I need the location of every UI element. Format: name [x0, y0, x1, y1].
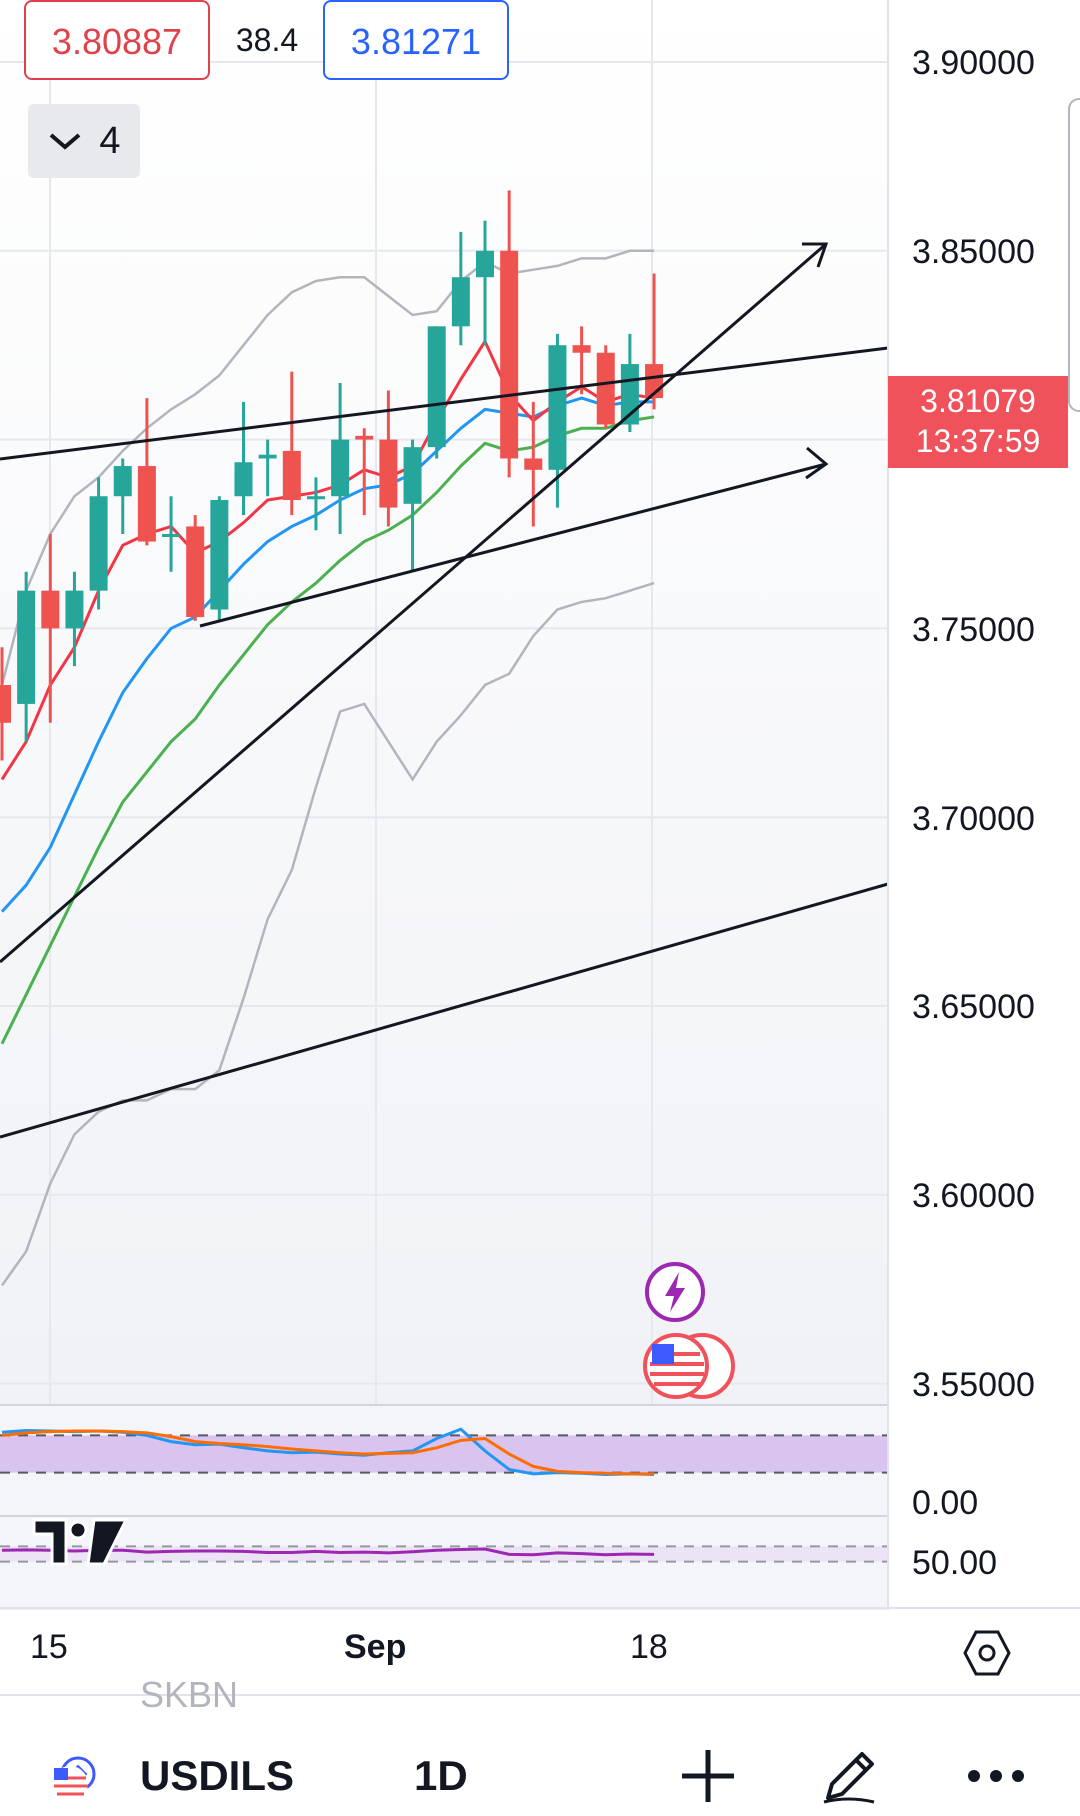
price-scale-handle[interactable]	[1068, 98, 1080, 412]
spread-value: 38.4	[235, 22, 299, 58]
hexagon-settings-icon[interactable]	[962, 1628, 1012, 1678]
candle-body	[186, 526, 205, 618]
bar-countdown: 13:37:59	[915, 423, 1041, 459]
chart-canvas[interactable]	[0, 0, 1080, 1610]
candle-body	[403, 447, 422, 504]
symbol-button[interactable]: USDILS	[140, 1752, 295, 1799]
last-price-label: 3.81079 13:37:59	[888, 376, 1068, 468]
candle-body	[234, 462, 253, 497]
candle-body	[596, 352, 615, 425]
bollinger-upper-line	[0, 249, 655, 686]
bottom-toolbar	[0, 1694, 1080, 1816]
us-flag-event-icon[interactable]	[640, 1330, 740, 1402]
candle-body	[282, 450, 301, 501]
trend-line	[0, 882, 889, 1139]
candle-body	[548, 345, 567, 470]
indicators-toggle-button[interactable]: 4	[28, 104, 140, 178]
trend-line	[0, 346, 889, 461]
candle-body	[451, 277, 470, 327]
arrow-head	[802, 242, 829, 268]
candle-body	[41, 590, 60, 629]
us-il-flag-icon	[52, 1756, 96, 1802]
trend-lines[interactable]	[0, 242, 889, 1139]
candle-body	[572, 345, 591, 353]
oscillator-axis-label: 0.00	[912, 1484, 979, 1522]
interval-button[interactable]: 1D	[414, 1752, 468, 1799]
trend-arrow-line	[199, 462, 827, 628]
candle-body	[427, 326, 446, 448]
lightning-event-icon[interactable]	[643, 1260, 707, 1324]
arrow-head	[805, 446, 829, 480]
candle-body	[500, 250, 519, 459]
time-axis-label: Sep	[344, 1628, 407, 1666]
candle-body	[331, 439, 350, 497]
price-axis-label: 3.60000	[912, 1177, 1035, 1215]
stochastic-rsi-pane	[0, 1404, 888, 1608]
time-axis-label: 15	[30, 1628, 68, 1666]
candle-body	[113, 466, 132, 497]
trend-arrow-line	[0, 242, 827, 964]
candle-body	[476, 250, 494, 278]
plot-background	[0, 0, 888, 1610]
rsi-pane	[0, 1515, 888, 1563]
price-axis-label: 3.70000	[912, 800, 1035, 838]
candle-body	[162, 534, 181, 537]
price-axis-label: 3.75000	[912, 611, 1035, 649]
price-axis-label: 3.90000	[912, 44, 1035, 82]
candle-body	[379, 439, 398, 508]
ema-fast-line	[0, 338, 655, 781]
candle-body	[89, 496, 108, 591]
candle-body	[210, 500, 229, 610]
tradingview-logo	[32, 1518, 129, 1566]
last-price-value: 3.81079	[920, 383, 1036, 419]
plus-icon[interactable]	[676, 1744, 740, 1808]
ask-price-button[interactable]: 3.81271	[323, 0, 509, 80]
chevron-down-icon	[50, 133, 81, 150]
candles	[0, 190, 664, 761]
candle-body	[524, 458, 543, 470]
time-axis-label: 18	[630, 1628, 668, 1666]
candle-body	[306, 496, 325, 500]
oscillator-band	[0, 1435, 888, 1473]
candle-body	[17, 590, 36, 704]
price-axis-label: 3.85000	[912, 233, 1035, 271]
candle-body	[258, 454, 277, 459]
oscillator-axis-label: 50.00	[912, 1544, 998, 1582]
candle-body	[355, 435, 374, 440]
previous-symbol-label: SKBN	[140, 1674, 239, 1715]
ema-slow-line	[0, 415, 655, 1045]
indicator-count: 4	[99, 119, 121, 162]
price-axis-label: 3.55000	[912, 1366, 1035, 1404]
bid-price-button[interactable]: 3.80887	[24, 0, 210, 80]
pencil-icon[interactable]	[818, 1744, 882, 1808]
candle-body	[65, 590, 84, 629]
candle-body	[137, 466, 156, 542]
price-axis-label: 3.65000	[912, 988, 1035, 1026]
candle-body	[0, 685, 11, 723]
stoch-d-line	[1, 1429, 655, 1476]
more-dots-icon[interactable]	[964, 1744, 1028, 1808]
moving-averages	[0, 338, 655, 1045]
